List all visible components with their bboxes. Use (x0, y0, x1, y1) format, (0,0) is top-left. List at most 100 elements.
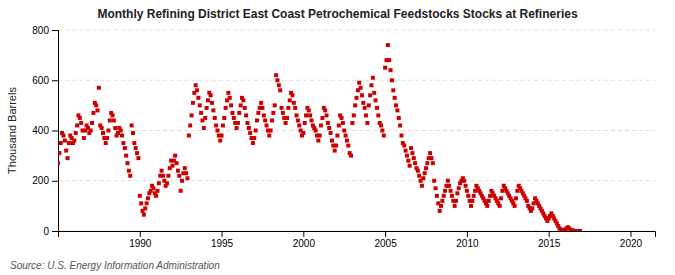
point (319, 123, 323, 127)
point (359, 86, 363, 90)
tick: 2015 (538, 231, 561, 249)
points (58, 43, 582, 231)
point (423, 171, 427, 175)
point (286, 106, 290, 110)
point (131, 131, 135, 135)
tick-label: 200 (32, 175, 49, 186)
point (273, 103, 277, 107)
point (428, 151, 432, 155)
point (333, 149, 337, 153)
title: Monthly Refining District East Coast Pet… (97, 7, 577, 21)
point (263, 118, 267, 122)
point (112, 118, 116, 122)
point (66, 156, 70, 160)
point (67, 141, 71, 145)
point (417, 174, 421, 178)
point (185, 176, 189, 180)
point (316, 139, 320, 143)
point (101, 131, 105, 135)
point (188, 123, 192, 127)
point (265, 123, 269, 127)
point (404, 149, 408, 153)
point (374, 98, 378, 102)
tick-mark (303, 231, 304, 237)
point (75, 123, 79, 127)
point (440, 199, 444, 203)
point (393, 96, 397, 100)
point (406, 159, 410, 163)
point (126, 161, 130, 165)
point (372, 91, 376, 95)
point (413, 161, 417, 165)
point (399, 134, 403, 138)
tick: 800 (32, 25, 58, 36)
point (469, 204, 473, 208)
point (368, 93, 372, 97)
point (235, 126, 239, 130)
point (108, 118, 112, 122)
point (89, 129, 93, 133)
point (143, 206, 147, 210)
point (320, 116, 324, 120)
point (443, 189, 447, 193)
point (472, 194, 476, 198)
point (301, 131, 305, 135)
point (228, 96, 232, 100)
point (91, 111, 95, 115)
point (334, 144, 338, 148)
y-axis-label: Thousand Barrels (6, 87, 18, 174)
point (259, 101, 263, 105)
point (209, 93, 213, 97)
point (405, 154, 409, 158)
point (357, 81, 361, 85)
point (271, 111, 275, 115)
tick-mark (52, 131, 58, 132)
point (142, 213, 146, 217)
point (63, 139, 67, 143)
point (170, 164, 174, 168)
point (326, 121, 330, 125)
point (402, 144, 406, 148)
tick-mark (630, 231, 631, 237)
point (281, 111, 285, 115)
tick-label: 2010 (456, 238, 479, 249)
tick: 2020 (620, 231, 643, 249)
point (198, 103, 202, 107)
point (79, 121, 83, 125)
point (365, 121, 369, 125)
point (176, 169, 180, 173)
point (161, 174, 165, 178)
point (124, 154, 128, 158)
tick-mark (549, 231, 550, 237)
point (195, 88, 199, 92)
tick-label: 2005 (374, 238, 397, 249)
point (243, 106, 247, 110)
point (485, 204, 489, 208)
point (187, 134, 191, 138)
point (248, 131, 252, 135)
point (121, 141, 125, 145)
point (277, 83, 281, 87)
point (210, 101, 214, 105)
point (387, 58, 391, 62)
point (295, 113, 299, 117)
tick-label: 2015 (538, 238, 561, 249)
chart: 1990199520002005201020152020020040060080… (0, 0, 675, 275)
point (304, 113, 308, 117)
point (379, 123, 383, 127)
point (64, 149, 68, 153)
tick-label: 1990 (129, 238, 152, 249)
axis-domain (52, 31, 59, 232)
point (255, 118, 259, 122)
point (74, 131, 78, 135)
point (119, 129, 123, 133)
point (307, 108, 311, 112)
point (166, 174, 170, 178)
grid (58, 30, 655, 231)
tick-label: 2000 (293, 238, 316, 249)
point (191, 101, 195, 105)
point (230, 111, 234, 115)
point (363, 106, 367, 110)
point (380, 129, 384, 133)
point (213, 116, 217, 120)
